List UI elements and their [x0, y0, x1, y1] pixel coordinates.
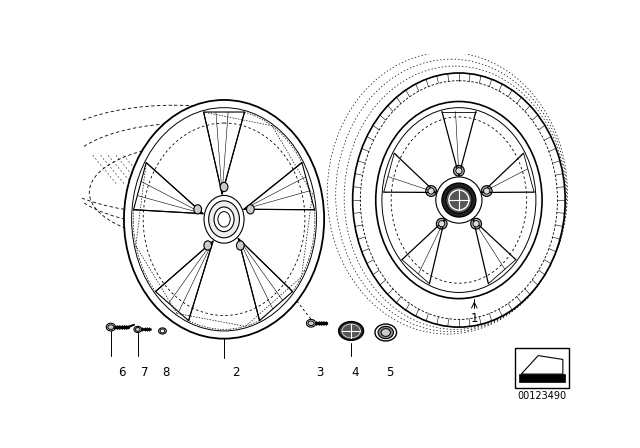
Ellipse shape [381, 329, 390, 336]
Ellipse shape [436, 218, 447, 229]
Ellipse shape [106, 323, 115, 331]
Bar [519, 374, 565, 382]
Ellipse shape [473, 221, 479, 227]
Ellipse shape [108, 325, 114, 329]
Ellipse shape [159, 328, 166, 334]
Ellipse shape [204, 241, 212, 250]
Ellipse shape [209, 201, 239, 238]
Ellipse shape [342, 324, 360, 338]
Text: 3: 3 [317, 366, 324, 379]
Ellipse shape [237, 241, 244, 250]
Text: 00123490: 00123490 [518, 391, 566, 401]
Ellipse shape [136, 327, 140, 332]
Ellipse shape [446, 187, 472, 213]
Text: 7: 7 [141, 366, 148, 379]
Ellipse shape [426, 185, 436, 196]
Text: 8: 8 [163, 366, 170, 379]
Ellipse shape [442, 183, 476, 217]
Text: 1: 1 [470, 313, 478, 326]
Ellipse shape [378, 326, 394, 339]
Bar [515, 348, 569, 388]
Ellipse shape [438, 221, 445, 227]
Ellipse shape [428, 188, 434, 194]
Ellipse shape [481, 185, 492, 196]
Ellipse shape [194, 205, 202, 214]
Ellipse shape [124, 100, 324, 339]
Ellipse shape [214, 207, 234, 232]
Polygon shape [521, 356, 563, 374]
Ellipse shape [484, 188, 490, 194]
Ellipse shape [353, 73, 565, 327]
Ellipse shape [308, 321, 314, 326]
Ellipse shape [376, 102, 542, 299]
Ellipse shape [454, 165, 464, 176]
Ellipse shape [307, 319, 316, 327]
Ellipse shape [375, 324, 397, 341]
Ellipse shape [470, 218, 481, 229]
Ellipse shape [220, 182, 228, 192]
Text: 4: 4 [351, 366, 358, 379]
Ellipse shape [456, 168, 462, 174]
Ellipse shape [246, 205, 254, 214]
Ellipse shape [339, 322, 364, 340]
Text: 6: 6 [118, 366, 125, 379]
Ellipse shape [134, 326, 141, 332]
Text: 2: 2 [232, 366, 239, 379]
Text: 5: 5 [386, 366, 394, 379]
